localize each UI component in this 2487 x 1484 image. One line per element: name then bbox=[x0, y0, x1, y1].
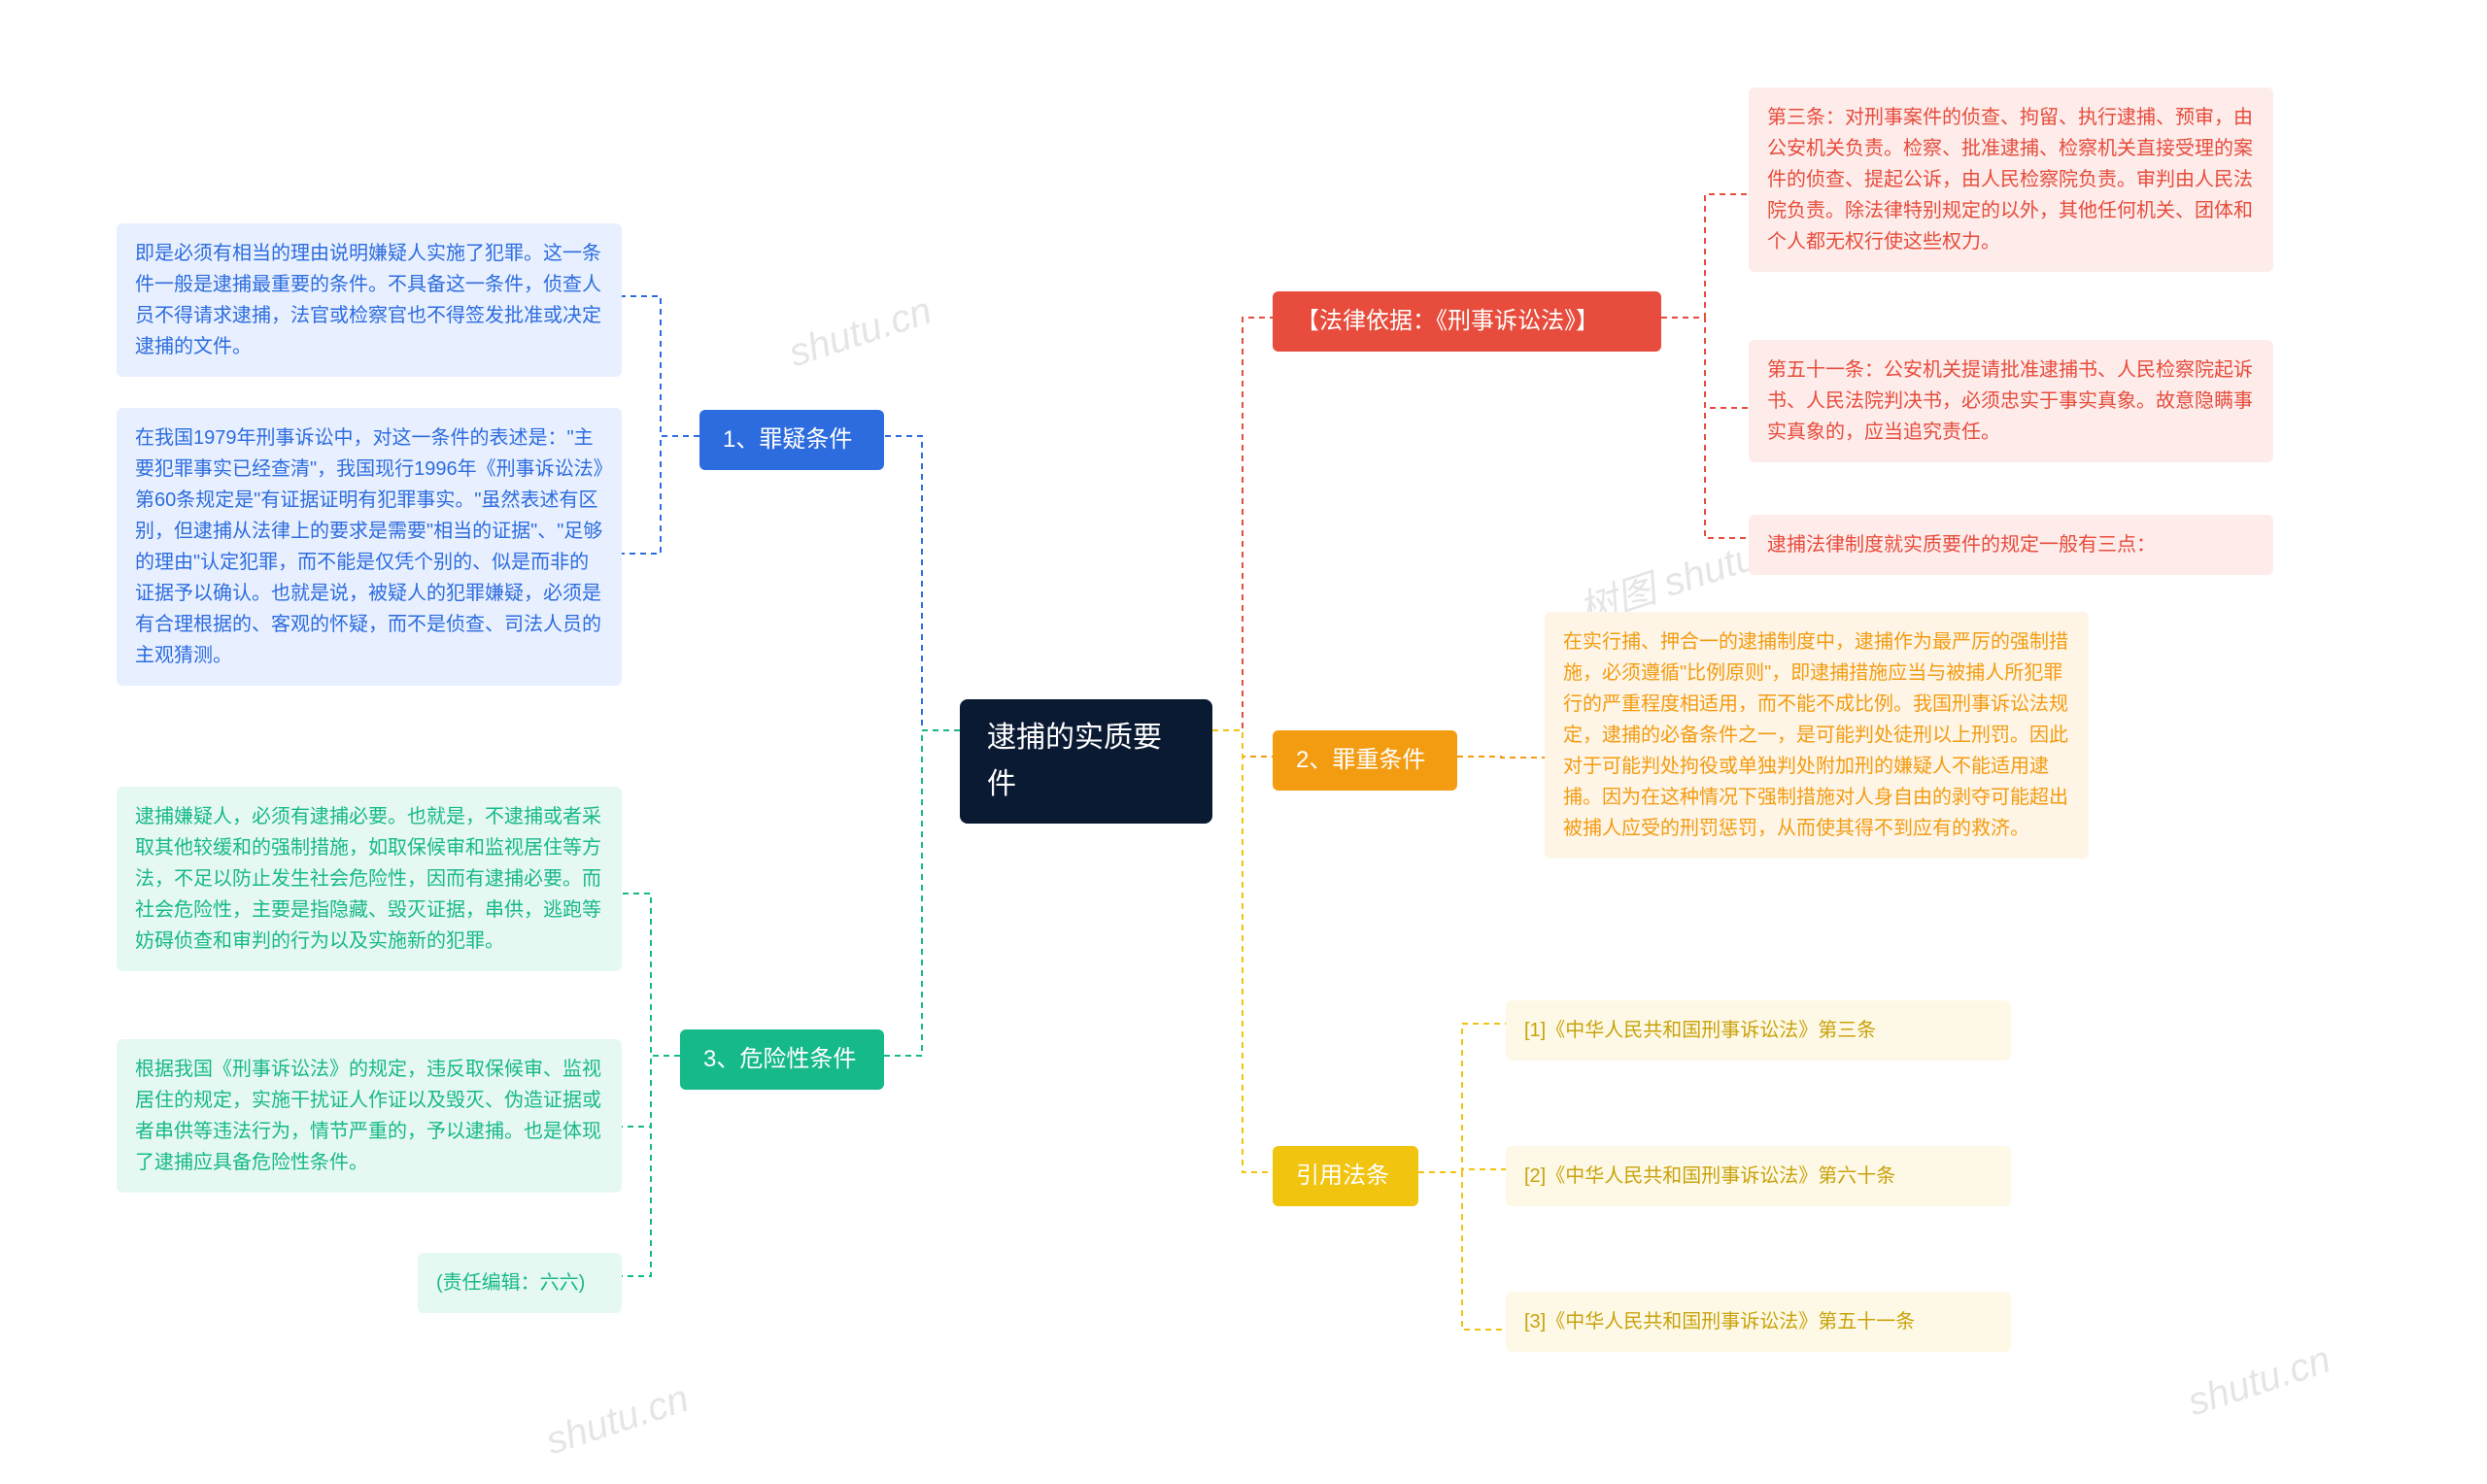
leaf-b3l3[interactable]: (责任编辑：六六) bbox=[418, 1253, 622, 1313]
leaf-b0l1[interactable]: 第三条：对刑事案件的侦查、拘留、执行逮捕、预审，由公安机关负责。检察、批准逮捕、… bbox=[1749, 87, 2273, 272]
branch-b0[interactable]: 【法律依据：《刑事诉讼法》】 bbox=[1273, 291, 1661, 352]
root-node[interactable]: 逮捕的实质要件 bbox=[960, 699, 1212, 824]
leaf-b0l2[interactable]: 第五十一条：公安机关提请批准逮捕书、人民检察院起诉书、人民法院判决书，必须忠实于… bbox=[1749, 340, 2273, 462]
leaf-b3l1[interactable]: 逮捕嫌疑人，必须有逮捕必要。也就是，不逮捕或者采取其他较缓和的强制措施，如取保候… bbox=[117, 787, 622, 971]
branch-b2[interactable]: 2、罪重条件 bbox=[1273, 730, 1457, 791]
mindmap-canvas: shutu.cn 树图 shutu.cn shutu.cn shutu.cn 逮… bbox=[0, 0, 2487, 1484]
watermark: shutu.cn bbox=[2183, 1338, 2336, 1426]
leaf-b0l3[interactable]: 逮捕法律制度就实质要件的规定一般有三点： bbox=[1749, 515, 2273, 575]
branch-b4[interactable]: 引用法条 bbox=[1273, 1146, 1418, 1206]
leaf-b4l1[interactable]: [1]《中华人民共和国刑事诉讼法》第三条 bbox=[1506, 1000, 2011, 1061]
leaf-b1l2[interactable]: 在我国1979年刑事诉讼中，对这一条件的表述是："主要犯罪事实已经查清"，我国现… bbox=[117, 408, 622, 686]
leaf-b4l2[interactable]: [2]《中华人民共和国刑事诉讼法》第六十条 bbox=[1506, 1146, 2011, 1206]
branch-b3[interactable]: 3、危险性条件 bbox=[680, 1029, 884, 1090]
branch-b1[interactable]: 1、罪疑条件 bbox=[699, 410, 884, 470]
leaf-b3l2[interactable]: 根据我国《刑事诉讼法》的规定，违反取保候审、监视居住的规定，实施干扰证人作证以及… bbox=[117, 1039, 622, 1193]
watermark: shutu.cn bbox=[784, 289, 937, 377]
leaf-b1l1[interactable]: 即是必须有相当的理由说明嫌疑人实施了犯罪。这一条件一般是逮捕最重要的条件。不具备… bbox=[117, 223, 622, 377]
watermark: shutu.cn bbox=[541, 1377, 695, 1465]
leaf-b4l3[interactable]: [3]《中华人民共和国刑事诉讼法》第五十一条 bbox=[1506, 1292, 2011, 1352]
leaf-b2l1[interactable]: 在实行捕、押合一的逮捕制度中，逮捕作为最严厉的强制措施，必须遵循"比例原则"，即… bbox=[1545, 612, 2089, 859]
